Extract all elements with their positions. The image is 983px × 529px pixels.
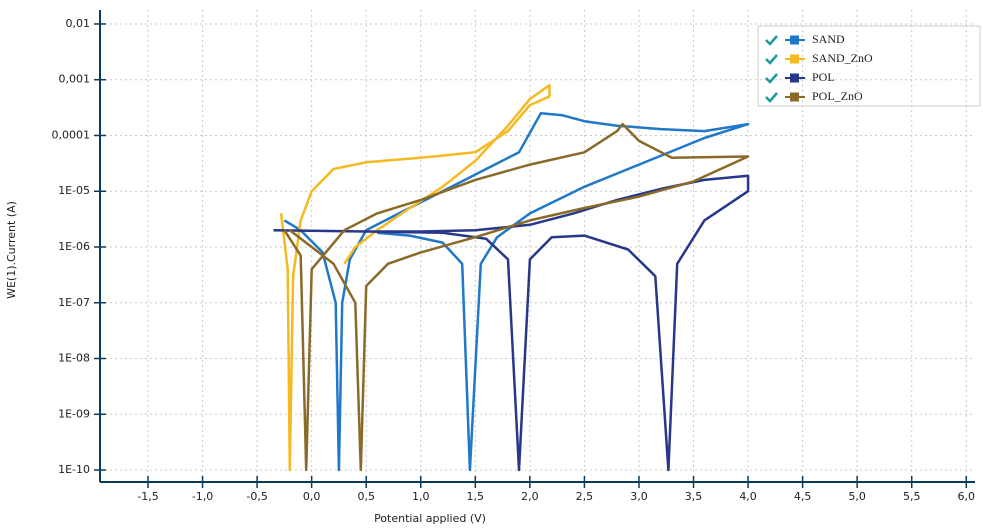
y-tick-label: 1E-10 bbox=[58, 463, 90, 476]
legend-check bbox=[765, 54, 778, 65]
legend-swatch bbox=[790, 92, 799, 102]
legend-check bbox=[765, 35, 778, 46]
series-line bbox=[283, 122, 750, 472]
x-tick-label: 2,5 bbox=[576, 490, 594, 503]
x-tick-label: 1,5 bbox=[467, 490, 485, 503]
y-axis-label: WE(1).Current (A) bbox=[5, 201, 18, 299]
legend-check bbox=[765, 92, 778, 103]
x-axis-label: Potential applied (V) bbox=[374, 512, 486, 525]
legend-label: SAND_ZnO bbox=[812, 51, 873, 65]
y-tick-label: 1E-06 bbox=[58, 240, 90, 253]
legend-label: POL_ZnO bbox=[812, 89, 863, 103]
legend-label: SAND bbox=[812, 32, 845, 46]
x-tick-label: -0,5 bbox=[246, 490, 267, 503]
y-tick-label: 1E-09 bbox=[58, 407, 90, 420]
legend-swatch bbox=[790, 73, 799, 83]
x-tick-label: -1,5 bbox=[137, 490, 158, 503]
y-tick-label: 0,0001 bbox=[52, 128, 91, 141]
y-tick-label: 0,01 bbox=[66, 17, 91, 30]
x-tick-label: 2,0 bbox=[521, 490, 539, 503]
legend-label: POL bbox=[812, 70, 835, 84]
x-tick-label: 4,5 bbox=[794, 490, 812, 503]
legend-check bbox=[765, 73, 778, 84]
x-tick-label: -1,0 bbox=[192, 490, 213, 503]
x-tick-label: 5,5 bbox=[903, 490, 921, 503]
x-tick-label: 4,0 bbox=[739, 490, 757, 503]
y-tick-label: 1E-07 bbox=[58, 296, 90, 309]
legend-swatch bbox=[790, 35, 799, 45]
y-tick-label: 1E-08 bbox=[58, 352, 90, 365]
x-tick-label: 1,0 bbox=[412, 490, 430, 503]
x-tick-label: 6,0 bbox=[958, 490, 976, 503]
x-tick-label: 0,0 bbox=[303, 490, 321, 503]
x-tick-label: 0,5 bbox=[357, 490, 375, 503]
y-tick-label: 1E-05 bbox=[58, 184, 90, 197]
x-tick-label: 3,5 bbox=[685, 490, 703, 503]
x-tick-label: 3,0 bbox=[630, 490, 648, 503]
y-tick-label: 0,001 bbox=[59, 73, 91, 86]
legend-swatch bbox=[790, 54, 799, 64]
legend: SAND SAND_ZnO POL POL_ZnO bbox=[765, 32, 873, 103]
series-line bbox=[283, 112, 750, 472]
series-line bbox=[273, 174, 750, 472]
x-tick-label: 5,0 bbox=[848, 490, 866, 503]
